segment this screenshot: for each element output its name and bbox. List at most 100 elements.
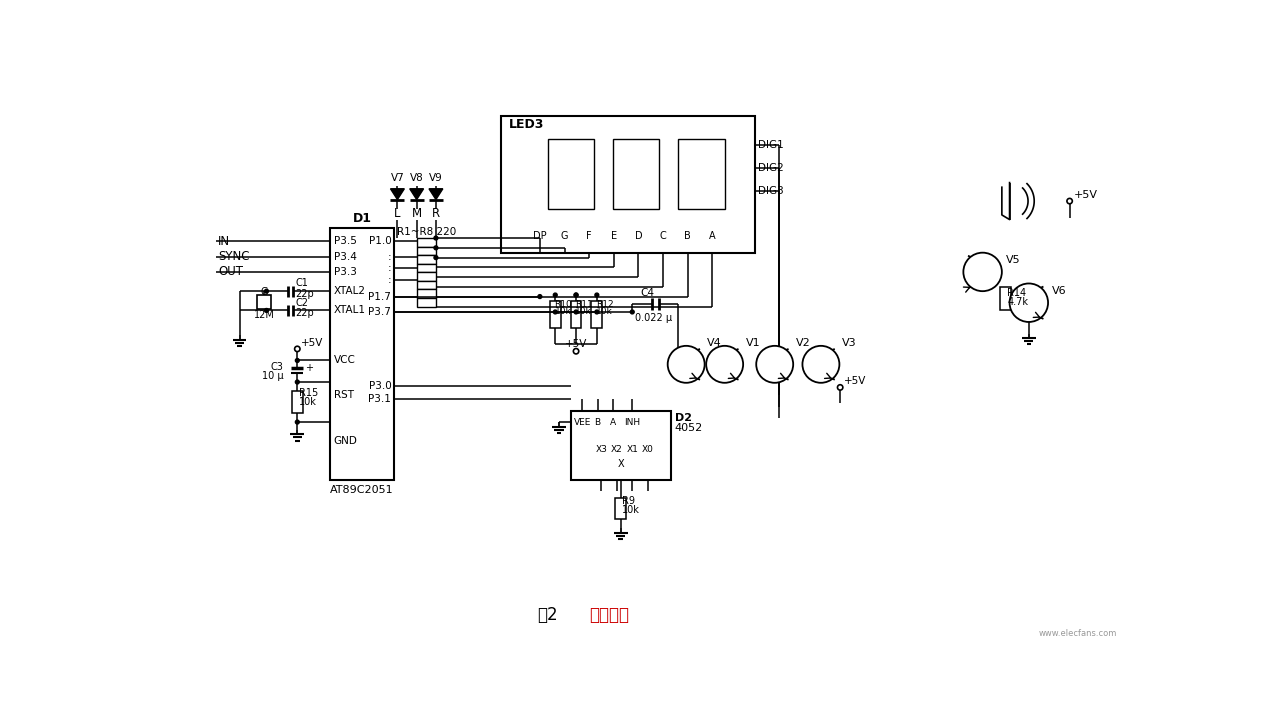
Bar bbox=[571, 301, 581, 328]
Circle shape bbox=[553, 293, 557, 297]
Bar bbox=[417, 264, 436, 272]
Text: E: E bbox=[611, 231, 617, 241]
Text: R11: R11 bbox=[575, 300, 593, 309]
Bar bbox=[547, 139, 594, 209]
Text: V1: V1 bbox=[746, 338, 760, 348]
Circle shape bbox=[265, 289, 269, 293]
Text: X: X bbox=[617, 460, 623, 470]
Bar bbox=[417, 247, 436, 255]
Text: OUT: OUT bbox=[218, 266, 244, 278]
Polygon shape bbox=[409, 189, 423, 200]
Text: AT89C2051: AT89C2051 bbox=[330, 485, 394, 495]
Text: P3.7: P3.7 bbox=[368, 307, 391, 317]
Text: 0.022 μ: 0.022 μ bbox=[635, 313, 672, 323]
Polygon shape bbox=[390, 189, 404, 200]
Circle shape bbox=[1067, 198, 1072, 204]
Bar bbox=[592, 301, 602, 328]
Text: P3.3: P3.3 bbox=[334, 267, 357, 277]
Text: C1: C1 bbox=[295, 279, 307, 288]
Bar bbox=[550, 301, 561, 328]
Text: DP: DP bbox=[533, 231, 547, 241]
Circle shape bbox=[574, 348, 579, 354]
Text: R10: R10 bbox=[555, 300, 572, 309]
Text: X0: X0 bbox=[641, 444, 654, 454]
Text: R: R bbox=[432, 207, 440, 220]
Text: 电原理图: 电原理图 bbox=[589, 605, 629, 624]
Text: 10k: 10k bbox=[575, 307, 592, 317]
Circle shape bbox=[574, 310, 578, 314]
Text: IN: IN bbox=[218, 234, 229, 248]
Text: GND: GND bbox=[334, 436, 357, 446]
Text: 22p: 22p bbox=[295, 309, 314, 319]
Text: C3: C3 bbox=[270, 362, 283, 372]
Text: M: M bbox=[412, 207, 422, 220]
Bar bbox=[571, 410, 671, 480]
Text: 10k: 10k bbox=[298, 397, 316, 407]
Bar bbox=[616, 497, 626, 519]
Circle shape bbox=[630, 310, 634, 314]
Text: :: : bbox=[388, 274, 391, 285]
Text: V4: V4 bbox=[706, 338, 722, 348]
Text: 4052: 4052 bbox=[674, 423, 703, 433]
Circle shape bbox=[538, 295, 542, 298]
Text: www.elecfans.com: www.elecfans.com bbox=[1039, 629, 1117, 638]
Circle shape bbox=[668, 346, 705, 383]
Text: VCC: VCC bbox=[334, 356, 356, 365]
Circle shape bbox=[434, 246, 437, 250]
Text: 22p: 22p bbox=[295, 289, 314, 299]
Bar bbox=[417, 238, 436, 247]
Text: 10k: 10k bbox=[622, 505, 640, 515]
Text: G: G bbox=[260, 287, 268, 297]
Text: D: D bbox=[635, 231, 643, 241]
Text: D1: D1 bbox=[352, 212, 371, 225]
Text: 图2: 图2 bbox=[537, 605, 558, 624]
Text: DIG3: DIG3 bbox=[757, 186, 784, 196]
Circle shape bbox=[296, 380, 300, 384]
Circle shape bbox=[706, 346, 743, 383]
Text: P1.0: P1.0 bbox=[368, 236, 391, 246]
Circle shape bbox=[553, 310, 557, 314]
Text: X1: X1 bbox=[626, 444, 639, 454]
Circle shape bbox=[296, 420, 300, 424]
Bar bbox=[613, 139, 659, 209]
Bar bbox=[501, 116, 756, 253]
Text: P3.0: P3.0 bbox=[368, 381, 391, 391]
Circle shape bbox=[838, 385, 843, 390]
Text: B: B bbox=[685, 231, 691, 241]
Bar bbox=[1001, 287, 1011, 311]
Text: 10k: 10k bbox=[597, 307, 613, 317]
Circle shape bbox=[574, 293, 578, 297]
Text: V9: V9 bbox=[428, 173, 442, 183]
Text: XTAL2: XTAL2 bbox=[334, 286, 366, 296]
Circle shape bbox=[296, 359, 300, 362]
Text: V8: V8 bbox=[409, 173, 423, 183]
Text: P3.1: P3.1 bbox=[368, 394, 391, 404]
Text: X3: X3 bbox=[595, 444, 607, 454]
Bar bbox=[417, 290, 436, 298]
Text: R14: R14 bbox=[1007, 287, 1026, 298]
Text: C: C bbox=[659, 231, 667, 241]
Text: XTAL1: XTAL1 bbox=[334, 306, 366, 315]
Polygon shape bbox=[428, 189, 442, 200]
Text: +5V: +5V bbox=[844, 376, 867, 386]
Text: R15: R15 bbox=[298, 388, 317, 398]
Bar bbox=[417, 255, 436, 264]
Text: LED3: LED3 bbox=[509, 118, 544, 131]
Text: F: F bbox=[586, 231, 592, 241]
Text: V5: V5 bbox=[1006, 256, 1020, 266]
Circle shape bbox=[802, 346, 839, 383]
Text: C4: C4 bbox=[640, 288, 654, 298]
Text: INH: INH bbox=[625, 417, 640, 427]
Text: RST: RST bbox=[334, 390, 353, 400]
Text: R12: R12 bbox=[597, 300, 613, 309]
Text: A: A bbox=[609, 417, 616, 427]
Text: V6: V6 bbox=[1052, 286, 1066, 296]
Text: X2: X2 bbox=[611, 444, 622, 454]
Text: V2: V2 bbox=[796, 338, 810, 348]
Bar bbox=[258, 295, 272, 309]
Text: V3: V3 bbox=[842, 338, 857, 348]
Bar bbox=[678, 139, 724, 209]
Text: 10 μ: 10 μ bbox=[261, 371, 283, 381]
Circle shape bbox=[756, 346, 793, 383]
Text: +5V: +5V bbox=[1074, 190, 1098, 200]
